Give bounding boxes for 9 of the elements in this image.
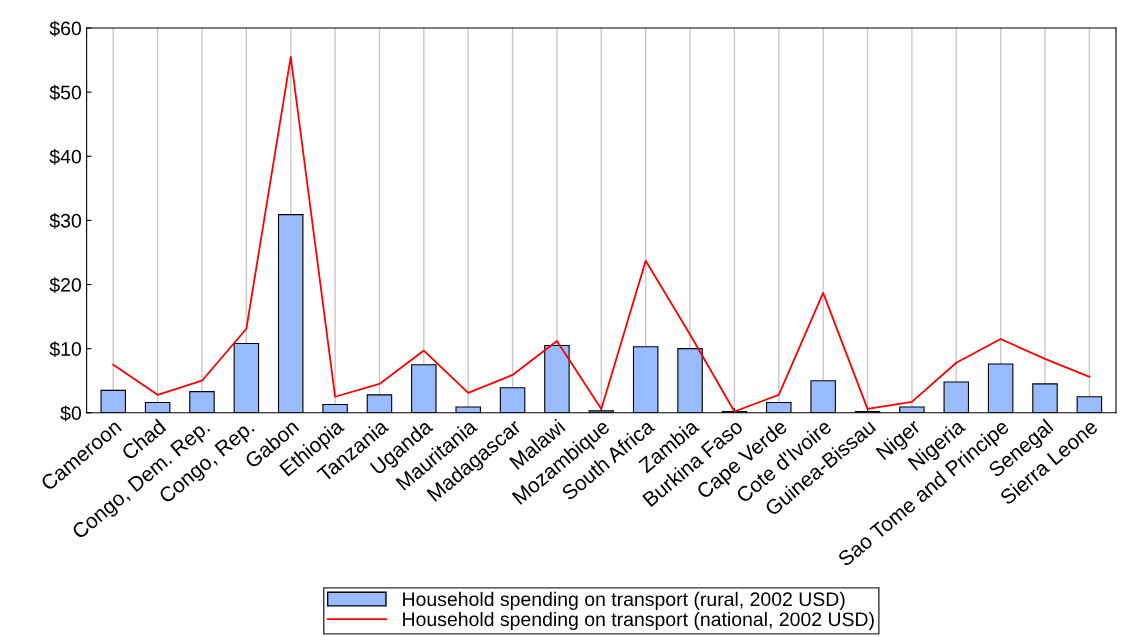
y-tick-label: $30 bbox=[49, 213, 82, 229]
y-tick-label: $40 bbox=[49, 148, 82, 165]
legend-label: Household spending on transport (national, 2002 USD) bbox=[403, 611, 874, 631]
y-tick-label: $50 bbox=[49, 84, 82, 101]
legend-label: Household spending on transport (rural, 2002 USD) bbox=[403, 591, 845, 610]
y-tick-label: $0 bbox=[60, 405, 82, 422]
y-tick-label: $10 bbox=[49, 341, 82, 358]
y-tick-label: $20 bbox=[49, 277, 82, 293]
y-tick-label: $60 bbox=[49, 20, 82, 37]
